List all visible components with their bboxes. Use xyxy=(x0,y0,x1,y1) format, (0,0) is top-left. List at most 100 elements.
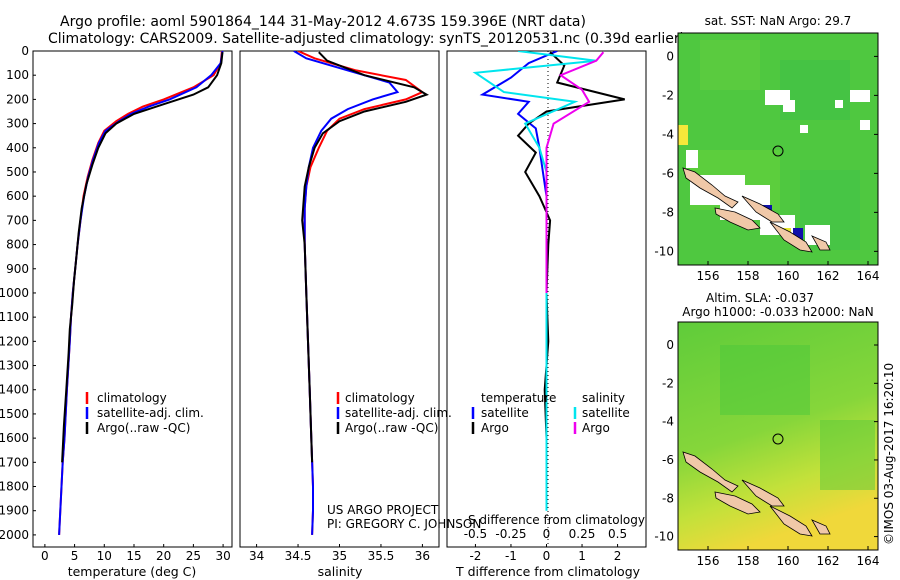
sst-map-y-tick-label: -8 xyxy=(662,205,674,219)
sst-map-title: sat. SST: NaN Argo: 29.7 xyxy=(705,14,852,28)
profile-location-marker xyxy=(772,145,784,157)
legend-header-temperature: temperature xyxy=(481,391,556,405)
depth-tick-label: 2000 xyxy=(0,528,29,542)
difference-panel: -2 -1 0 1 2 -0.5 -0.25 0 0.25 0.5 S difference fr… xyxy=(446,50,647,579)
salinity-legend: climatology satellite-adj. clim. Argo(..… xyxy=(336,391,452,435)
depth-tick-label: 0 xyxy=(21,44,29,58)
salinity-x-ticks: 34 34.5 35 35.5 36 xyxy=(249,544,430,563)
sla-map-y-tick-label: 0 xyxy=(666,338,674,352)
depth-tick-label: 400 xyxy=(6,141,29,155)
project-line1: US ARGO PROJECT xyxy=(327,503,439,517)
legend-label-satellite: satellite-adj. clim. xyxy=(97,406,204,420)
sst-map-x-tick-label: 160 xyxy=(777,269,800,283)
legend-label-climatology: climatology xyxy=(345,391,415,405)
salinity-axes xyxy=(239,50,440,548)
sst-coastline xyxy=(682,167,831,253)
sst-map-x-tick-label: 162 xyxy=(817,269,840,283)
s-difference-x-tick-label: 0.5 xyxy=(608,527,627,541)
depth-tick-label: 1100 xyxy=(0,310,29,324)
temperature-x-tick-label: 25 xyxy=(186,549,201,563)
sst-map-x-tick-label: 156 xyxy=(697,269,720,283)
figure-title-line2: Climatology: CARS2009. Satellite-adjuste… xyxy=(48,31,685,47)
difference-x-ticks: -2 -1 0 1 2 -0.5 -0.25 0 0.25 0.5 xyxy=(464,527,627,563)
figure-title-line1: Argo profile: aoml 5901864_144 31-May-20… xyxy=(60,14,586,30)
legend-label-satellite: satellite-adj. clim. xyxy=(345,406,452,420)
s-difference-x-tick-label: 0.25 xyxy=(569,527,596,541)
series-line-satellite-adj-clim xyxy=(58,51,224,535)
profile-location-marker xyxy=(772,433,784,445)
depth-tick-label: 1600 xyxy=(0,431,29,445)
t-difference-x-tick-label: -2 xyxy=(469,549,481,563)
salinity-x-tick-label: 36 xyxy=(415,549,430,563)
series-line-argo-raw-qc xyxy=(61,52,224,463)
difference-lines xyxy=(472,51,625,511)
sst-field xyxy=(678,33,878,265)
temperature-lines xyxy=(58,51,224,535)
temperature-x-tick-label: 30 xyxy=(215,549,230,563)
salinity-x-tick-label: 35 xyxy=(332,549,347,563)
salinity-x-tick-label: 34 xyxy=(249,549,264,563)
series-line-climatology xyxy=(297,51,425,535)
depth-tick-label: 1200 xyxy=(0,334,29,348)
depth-tick-label: 1400 xyxy=(0,383,29,397)
legend-label-t-argo: Argo xyxy=(481,421,509,435)
temperature-panel: 0100200300400500600700800900100011001200… xyxy=(0,44,233,579)
legend-header-salinity: salinity xyxy=(582,391,625,405)
sst-map-y-tick-label: -2 xyxy=(662,88,674,102)
sst-map: sat. SST: NaN Argo: 29.7 xyxy=(654,14,879,283)
depth-tick-label: 900 xyxy=(6,262,29,276)
sst-map-y-tick-label: -10 xyxy=(654,244,674,258)
sla-map-y-tick-label: -10 xyxy=(654,530,674,544)
sst-map-y-tick-label: 0 xyxy=(666,49,674,63)
sla-map-x-tick-label: 164 xyxy=(857,554,880,568)
warm-patch xyxy=(678,125,688,145)
depth-tick-label: 500 xyxy=(6,165,29,179)
sla-map-y-tick-label: -8 xyxy=(662,491,674,505)
temperature-x-tick-label: 10 xyxy=(97,549,112,563)
salinity-lines xyxy=(293,51,429,535)
s-difference-x-tick-label: -0.5 xyxy=(464,527,487,541)
depth-tick-label: 600 xyxy=(6,189,29,203)
sst-map-frame xyxy=(677,32,879,266)
credit-text: ©IMOS 03-Aug-2017 16:20:10 xyxy=(882,363,896,545)
difference-legend: temperature satellite Argo salinity sate… xyxy=(471,391,630,435)
series-line-temperature-argo xyxy=(516,51,625,487)
series-line-climatology xyxy=(58,51,223,535)
legend-label-s-satellite: satellite xyxy=(582,406,630,420)
temperature-legend: climatology satellite-adj. clim. Argo(..… xyxy=(85,391,204,435)
temperature-x-tick-label: 0 xyxy=(41,549,49,563)
temperature-x-tick-label: 15 xyxy=(126,549,141,563)
depth-tick-label: 1000 xyxy=(0,286,29,300)
sla-map: Altim. SLA: -0.037 Argo h1000: -0.033 h2… xyxy=(654,291,879,568)
t-difference-x-tick-label: -1 xyxy=(505,549,517,563)
series-line-satellite-adj-clim xyxy=(293,51,400,535)
temperature-x-tick-label: 5 xyxy=(71,549,79,563)
legend-label-t-satellite: satellite xyxy=(481,406,529,420)
sla-field xyxy=(678,322,878,550)
t-difference-x-tick-label: 2 xyxy=(614,549,622,563)
s-difference-x-tick-label: 0 xyxy=(543,527,551,541)
salinity-x-tick-label: 34.5 xyxy=(285,549,312,563)
depth-tick-label: 300 xyxy=(6,117,29,131)
sla-map-y-tick-label: -2 xyxy=(662,376,674,390)
t-difference-xlabel: T difference from climatology xyxy=(455,564,641,579)
project-line2: PI: GREGORY C. JOHNSON xyxy=(327,517,481,531)
sla-map-x-tick-label: 160 xyxy=(777,554,800,568)
sla-map-x-tick-label: 156 xyxy=(697,554,720,568)
depth-tick-label: 1900 xyxy=(0,504,29,518)
series-line-argo-raw-qc xyxy=(301,51,429,463)
sst-map-x-tick-label: 164 xyxy=(857,269,880,283)
legend-label-climatology: climatology xyxy=(97,391,167,405)
depth-tick-label: 1500 xyxy=(0,407,29,421)
temperature-x-ticks: 0 5 10 15 20 25 30 xyxy=(41,544,231,563)
depth-tick-label: 1800 xyxy=(0,480,29,494)
sla-map-x-tick-label: 162 xyxy=(817,554,840,568)
sla-map-ticks: 156 158 160 162 164 0 -2 -4 -6 -8 -10 xyxy=(654,338,879,568)
series-line-salinity-satellite xyxy=(472,51,597,511)
depth-tick-label: 1300 xyxy=(0,359,29,373)
sla-coastline xyxy=(682,451,831,537)
sla-map-y-tick-label: -4 xyxy=(662,415,674,429)
depth-tick-label: 100 xyxy=(6,68,29,82)
sst-map-ticks: 156 158 160 162 164 0 -2 -4 -6 -8 -10 xyxy=(654,49,879,283)
